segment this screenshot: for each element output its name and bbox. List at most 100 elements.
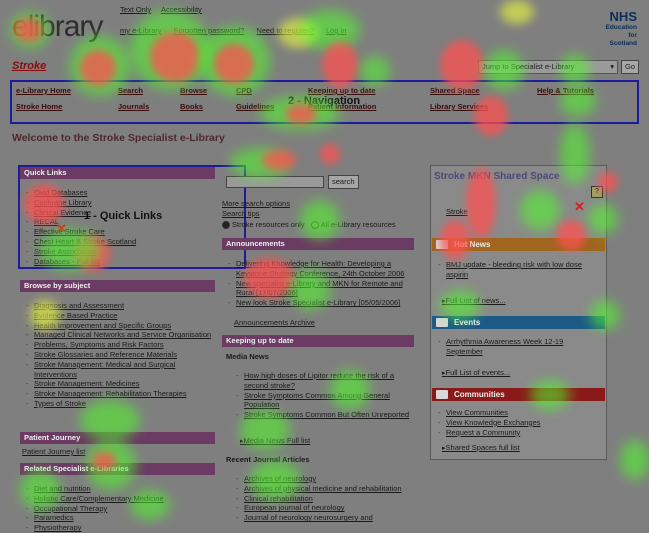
list-item[interactable]: Evidence Based Practice (24, 311, 219, 321)
forgotten-password-link[interactable]: Forgotten password? (173, 26, 245, 35)
list-item[interactable]: Chest Heart & Stroke Scotland (24, 237, 224, 247)
nav-books[interactable]: Books (180, 102, 203, 111)
list-item[interactable]: Stroke Symptoms Common Among General Pop… (234, 391, 416, 411)
announcements-list: Delivering Knowledge for Health: Develop… (226, 259, 416, 308)
list-item[interactable]: Effective Stroke Care (24, 227, 224, 237)
list-item[interactable]: Types of Stroke (24, 399, 219, 409)
nav-keeping-up-to-date[interactable]: Keeping up to date (308, 86, 376, 95)
list-item[interactable]: Journal of neurology neurosurgery and (234, 513, 416, 523)
events-list: Arrhythmia Awareness Week 12-19 Septembe… (436, 337, 601, 357)
user-nav: my e-Library Forgotten password? Need to… (120, 26, 346, 35)
nav-shared-space[interactable]: Shared Space (430, 86, 480, 95)
list-item[interactable]: Archives of physical medicine and rehabi… (234, 484, 416, 494)
stroke-only-radio[interactable] (222, 221, 230, 230)
list-item[interactable]: Stroke Glossaries and Reference Material… (24, 350, 219, 360)
list-item[interactable]: Physiotherapy (24, 523, 219, 533)
nav-help-tutorials[interactable]: Help & Tutorials (537, 86, 594, 95)
list-item[interactable]: Managed Clinical Networks and Service Or… (24, 330, 219, 340)
list-item[interactable]: Problems, Symptoms and Risk Factors (24, 340, 219, 350)
list-item[interactable]: Stroke Management: Medicines (24, 379, 219, 389)
list-item[interactable]: Ovid Databases (24, 188, 224, 198)
list-item[interactable]: How high doses of Lipitor reduce the ris… (234, 371, 416, 391)
nhs-logo: NHS Education for Scotland (605, 9, 637, 48)
list-item[interactable]: Stroke Management: Rehabilitation Therap… (24, 389, 219, 399)
close-icon: ✕ (56, 221, 67, 236)
list-item[interactable]: Health Improvement and Specific Groups (24, 321, 219, 331)
nav-search[interactable]: Search (118, 86, 144, 95)
quick-links-list: Ovid Databases Cochrane Library Clinical… (24, 188, 224, 266)
events-header: Events (432, 316, 605, 329)
list-item[interactable]: BMJ update - bleeding risk with low dose… (436, 260, 601, 280)
announcements-header: Announcements (222, 238, 414, 250)
list-item[interactable]: Stroke Symptoms Common But Often Unrepor… (234, 410, 416, 420)
related-list: Diet and nutrition Holistic Care/Complem… (24, 484, 219, 533)
list-item[interactable]: Stroke Management: Medical and Surgical … (24, 360, 219, 380)
keeping-up-header: Keeping up to date (222, 335, 414, 347)
media-news-list: How high doses of Lipitor reduce the ris… (234, 371, 416, 420)
search-button[interactable]: search (328, 175, 359, 189)
more-search-options-link[interactable]: More search options (222, 199, 290, 208)
shared-stroke-link[interactable]: Stroke (446, 207, 468, 216)
login-link[interactable]: Log in (325, 26, 347, 35)
list-item[interactable]: Holistic Care/Complementary Medicine (24, 494, 219, 504)
nav-library-services[interactable]: Library Services (430, 102, 489, 111)
nav-journals[interactable]: Journals (118, 102, 150, 111)
list-item[interactable]: Diet and nutrition (24, 484, 219, 494)
chevron-down-icon: ▾ (610, 62, 614, 71)
list-item[interactable]: Arrhythmia Awareness Week 12-19 Septembe… (436, 337, 601, 357)
list-item[interactable]: New look Stroke Specialist e-Library [05… (226, 298, 416, 308)
list-item[interactable]: Diagnosis and Assessment (24, 301, 219, 311)
top-utility-links: Text Only Accessibility (120, 5, 210, 14)
nav-browse[interactable]: Browse (180, 86, 208, 95)
list-item[interactable]: Request a Community (436, 428, 601, 438)
text-only-link[interactable]: Text Only (120, 5, 152, 14)
quick-links-annotation: 1 - Quick Links (84, 210, 163, 222)
list-item[interactable]: View Knowledge Exchanges (436, 418, 601, 428)
search-tips-link[interactable]: Search tips (222, 209, 260, 218)
welcome-heading: Welcome to the Stroke Specialist e-Libra… (12, 132, 225, 144)
calendar-icon (436, 318, 448, 327)
media-news-full-link[interactable]: Media News Full list (240, 436, 311, 445)
list-item[interactable]: European journal of neurology (234, 503, 416, 513)
search-scope: Stroke resources only All e-Library reso… (222, 220, 396, 230)
all-resources-radio[interactable] (310, 221, 319, 230)
browse-list: Diagnosis and Assessment Evidence Based … (24, 301, 219, 409)
list-item[interactable]: Occupational Therapy (24, 504, 219, 514)
list-item[interactable]: Archives of neurology (234, 474, 416, 484)
search-input[interactable] (226, 176, 324, 188)
nav-guidelines[interactable]: Guidelines (236, 102, 275, 111)
quick-links-box (18, 165, 246, 269)
patient-journey-link[interactable]: Patient Journey list (22, 447, 86, 456)
page-title: Stroke (12, 60, 47, 72)
list-item[interactable]: Paramedics (24, 513, 219, 523)
patient-journey-header: Patient Journey (20, 432, 215, 444)
nav-cpd[interactable]: CPD (236, 86, 252, 95)
jump-to-library-select[interactable]: Jump to Specialist e-Library ▾ (478, 60, 618, 74)
nav-stroke-home[interactable]: Stroke Home (16, 102, 63, 111)
list-item[interactable]: Delivering Knowledge for Health: Develop… (226, 259, 416, 279)
go-button[interactable]: Go (621, 60, 640, 74)
register-link[interactable]: Need to register? (256, 26, 314, 35)
navigation-annotation: 2 - Navigation (288, 95, 361, 107)
events-full-link[interactable]: Full List of events... (442, 368, 511, 377)
accessibility-link[interactable]: Accessibility (160, 5, 202, 14)
nav-patient-information[interactable]: Patient Information (308, 102, 377, 111)
communities-header: Communities (432, 388, 605, 401)
hot-news-full-link[interactable]: Full List of news... (442, 296, 506, 305)
related-header: Related Specialist e-Libraries (20, 463, 215, 475)
announcements-archive-link[interactable]: Announcements Archive (234, 318, 315, 327)
nav-elibrary-home[interactable]: e-Library Home (16, 86, 72, 95)
help-icon[interactable]: ? (591, 186, 603, 198)
list-item[interactable]: View Communities (436, 408, 601, 418)
shared-spaces-full-link[interactable]: Shared Spaces full list (442, 443, 520, 452)
list-item[interactable]: Clinical rehabilitation (234, 494, 416, 504)
list-item[interactable]: Databases - Full list (24, 257, 224, 267)
hot-news-list: BMJ update - bleeding risk with low dose… (436, 260, 601, 280)
list-item[interactable]: New specialist e-Library and MKN for Rem… (226, 279, 416, 299)
my-elibrary-link[interactable]: my e-Library (120, 26, 162, 35)
list-item[interactable]: Stroke Association (24, 247, 224, 257)
browse-header: Browse by subject (20, 280, 215, 292)
elibrary-logo[interactable]: elibrary (12, 10, 103, 43)
list-item[interactable]: Cochrane Library (24, 198, 224, 208)
megaphone-icon (436, 240, 448, 249)
